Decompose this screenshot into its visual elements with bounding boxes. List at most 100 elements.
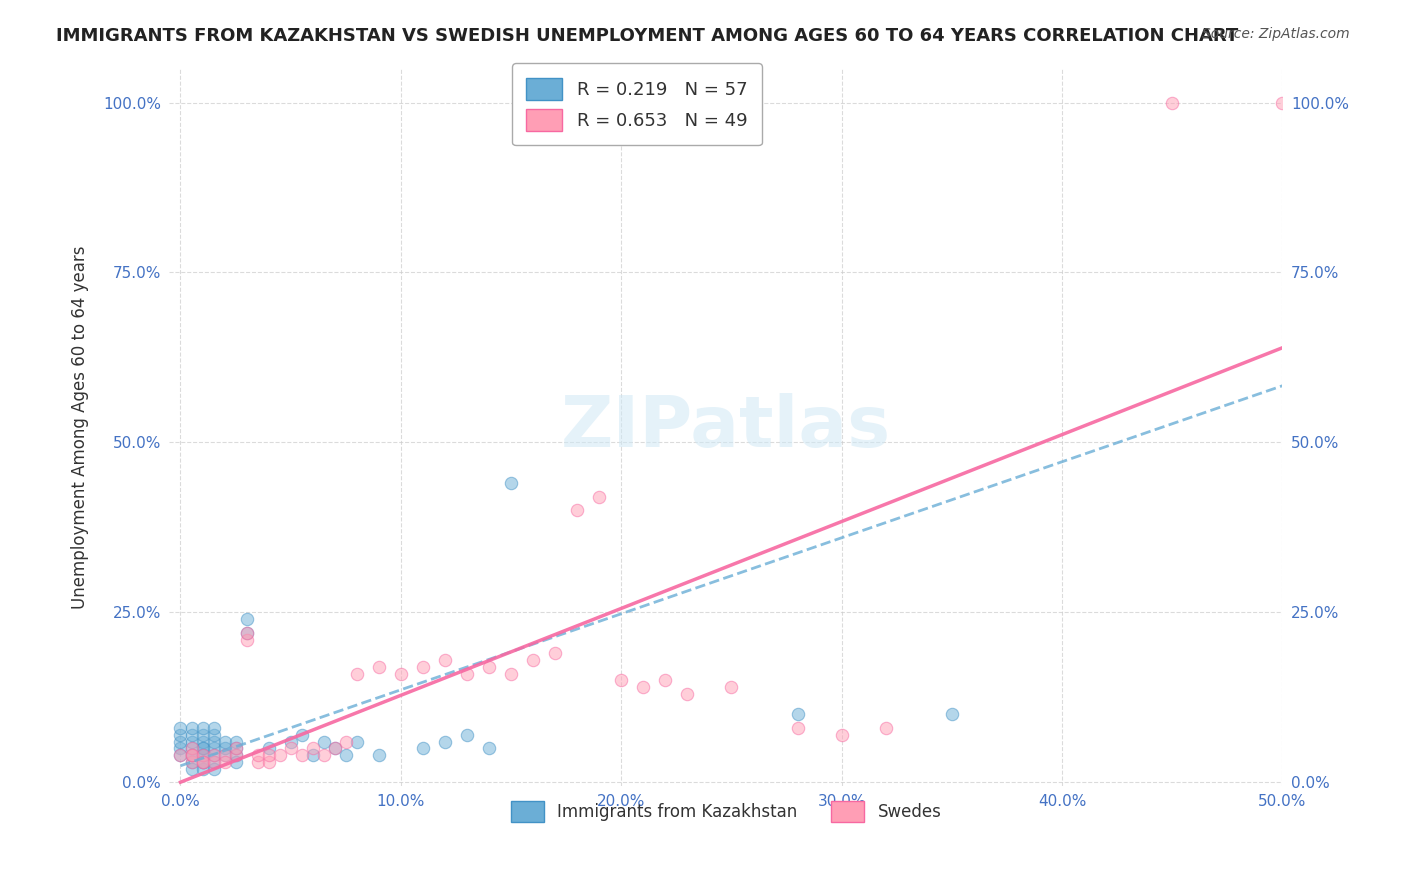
Swedes [676, 687, 699, 701]
Swedes [246, 748, 269, 763]
Swedes [202, 748, 225, 763]
Immigrants from Kazakhstan [202, 748, 225, 763]
Swedes [180, 748, 202, 763]
Immigrants from Kazakhstan [180, 721, 202, 735]
Immigrants from Kazakhstan [180, 728, 202, 742]
Swedes [191, 755, 214, 769]
Swedes [335, 734, 357, 748]
Swedes [433, 653, 456, 667]
Immigrants from Kazakhstan [180, 762, 202, 776]
Swedes [1271, 95, 1294, 110]
Swedes [786, 721, 808, 735]
Immigrants from Kazakhstan [312, 734, 335, 748]
Swedes [214, 755, 236, 769]
Immigrants from Kazakhstan [191, 734, 214, 748]
Swedes [610, 673, 633, 688]
Immigrants from Kazakhstan [335, 748, 357, 763]
Immigrants from Kazakhstan [257, 741, 280, 756]
Swedes [235, 632, 257, 647]
Immigrants from Kazakhstan [191, 741, 214, 756]
Immigrants from Kazakhstan [456, 728, 478, 742]
Swedes [180, 741, 202, 756]
Immigrants from Kazakhstan [202, 741, 225, 756]
Swedes [169, 748, 191, 763]
Swedes [312, 748, 335, 763]
Immigrants from Kazakhstan [225, 755, 247, 769]
Swedes [301, 741, 323, 756]
Immigrants from Kazakhstan [291, 728, 314, 742]
Swedes [180, 748, 202, 763]
Immigrants from Kazakhstan [180, 734, 202, 748]
Swedes [235, 625, 257, 640]
Immigrants from Kazakhstan [280, 734, 302, 748]
Immigrants from Kazakhstan [180, 755, 202, 769]
Immigrants from Kazakhstan [202, 734, 225, 748]
Swedes [875, 721, 897, 735]
Immigrants from Kazakhstan [941, 707, 963, 722]
Y-axis label: Unemployment Among Ages 60 to 64 years: Unemployment Among Ages 60 to 64 years [72, 245, 89, 609]
Swedes [214, 748, 236, 763]
Swedes [191, 748, 214, 763]
Immigrants from Kazakhstan [191, 741, 214, 756]
Swedes [323, 741, 346, 756]
Swedes [544, 646, 567, 660]
Immigrants from Kazakhstan [301, 748, 323, 763]
Immigrants from Kazakhstan [169, 721, 191, 735]
Swedes [412, 660, 434, 674]
Immigrants from Kazakhstan [433, 734, 456, 748]
Immigrants from Kazakhstan [191, 728, 214, 742]
Swedes [567, 503, 589, 517]
Swedes [478, 660, 501, 674]
Immigrants from Kazakhstan [191, 755, 214, 769]
Swedes [225, 748, 247, 763]
Immigrants from Kazakhstan [169, 734, 191, 748]
Swedes [522, 653, 544, 667]
Swedes [831, 728, 853, 742]
Immigrants from Kazakhstan [412, 741, 434, 756]
Immigrants from Kazakhstan [214, 748, 236, 763]
Text: IMMIGRANTS FROM KAZAKHSTAN VS SWEDISH UNEMPLOYMENT AMONG AGES 60 TO 64 YEARS COR: IMMIGRANTS FROM KAZAKHSTAN VS SWEDISH UN… [56, 27, 1239, 45]
Swedes [654, 673, 676, 688]
Swedes [633, 680, 655, 694]
Immigrants from Kazakhstan [235, 612, 257, 626]
Immigrants from Kazakhstan [191, 762, 214, 776]
Swedes [389, 666, 412, 681]
Immigrants from Kazakhstan [169, 741, 191, 756]
Immigrants from Kazakhstan [214, 741, 236, 756]
Immigrants from Kazakhstan [323, 741, 346, 756]
Swedes [501, 666, 523, 681]
Swedes [246, 755, 269, 769]
Immigrants from Kazakhstan [202, 762, 225, 776]
Swedes [720, 680, 742, 694]
Immigrants from Kazakhstan [169, 728, 191, 742]
Swedes [280, 741, 302, 756]
Swedes [588, 490, 610, 504]
Swedes [367, 660, 389, 674]
Swedes [191, 755, 214, 769]
Text: ZIPatlas: ZIPatlas [561, 392, 891, 462]
Swedes [269, 748, 291, 763]
Swedes [1161, 95, 1184, 110]
Immigrants from Kazakhstan [235, 625, 257, 640]
Swedes [180, 755, 202, 769]
Swedes [346, 666, 368, 681]
Immigrants from Kazakhstan [191, 748, 214, 763]
Swedes [202, 755, 225, 769]
Swedes [456, 666, 478, 681]
Immigrants from Kazakhstan [202, 721, 225, 735]
Immigrants from Kazakhstan [225, 741, 247, 756]
Immigrants from Kazakhstan [786, 707, 808, 722]
Swedes [257, 755, 280, 769]
Immigrants from Kazakhstan [169, 748, 191, 763]
Immigrants from Kazakhstan [478, 741, 501, 756]
Text: Source: ZipAtlas.com: Source: ZipAtlas.com [1202, 27, 1350, 41]
Immigrants from Kazakhstan [225, 748, 247, 763]
Immigrants from Kazakhstan [202, 755, 225, 769]
Immigrants from Kazakhstan [191, 755, 214, 769]
Swedes [257, 748, 280, 763]
Immigrants from Kazakhstan [367, 748, 389, 763]
Immigrants from Kazakhstan [180, 741, 202, 756]
Immigrants from Kazakhstan [346, 734, 368, 748]
Immigrants from Kazakhstan [202, 728, 225, 742]
Immigrants from Kazakhstan [214, 734, 236, 748]
